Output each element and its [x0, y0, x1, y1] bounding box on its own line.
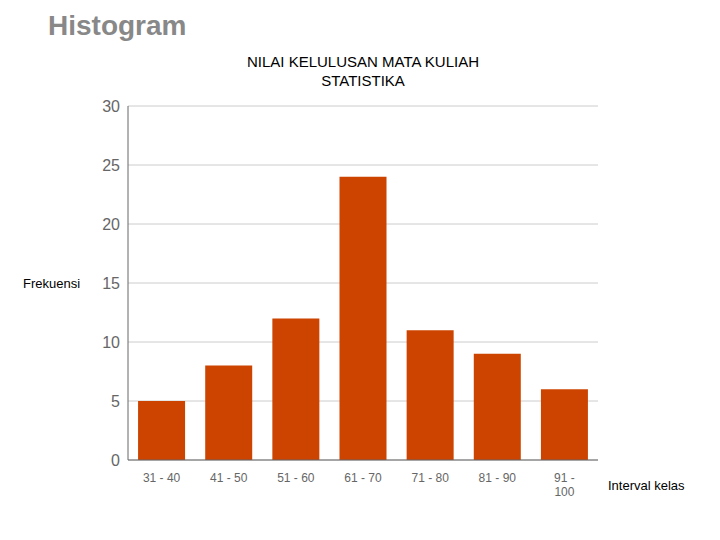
svg-text:30: 30 — [102, 98, 120, 115]
svg-text:31 - 40: 31 - 40 — [143, 471, 181, 485]
svg-text:71 - 80: 71 - 80 — [411, 471, 449, 485]
svg-text:Frekuensi: Frekuensi — [23, 276, 80, 291]
svg-text:0: 0 — [111, 452, 120, 469]
svg-text:5: 5 — [111, 393, 120, 410]
svg-text:10: 10 — [102, 334, 120, 351]
svg-text:25: 25 — [102, 157, 120, 174]
svg-text:Interval kelas: Interval kelas — [608, 478, 685, 493]
svg-text:20: 20 — [102, 216, 120, 233]
svg-text:61 - 70: 61 - 70 — [344, 471, 382, 485]
svg-text:81 - 90: 81 - 90 — [479, 471, 517, 485]
html-text:Histogram: Histogram — [48, 10, 187, 41]
svg-text:91 -100: 91 -100 — [554, 471, 575, 499]
html-text:NILAI KELULUSAN MATA KULIAH ST: NILAI KELULUSAN MATA KULIAH STATISTIKA — [247, 53, 479, 89]
svg-text:15: 15 — [102, 275, 120, 292]
svg-text:41 - 50: 41 - 50 — [210, 471, 248, 485]
svg-text:51 - 60: 51 - 60 — [277, 471, 315, 485]
